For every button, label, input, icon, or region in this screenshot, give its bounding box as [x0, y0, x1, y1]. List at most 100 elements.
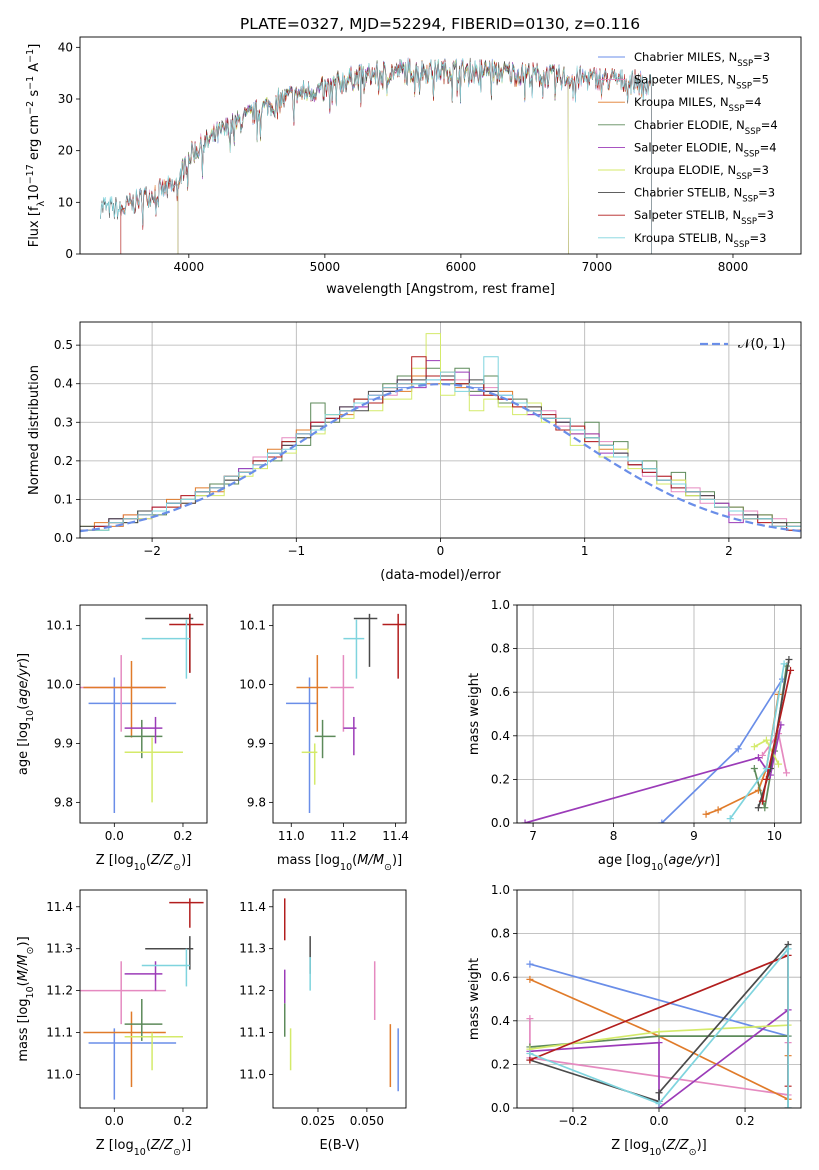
x-tick-label: −0.2	[558, 1114, 587, 1128]
x-axis-label: E(B-V)	[319, 1138, 359, 1153]
label-part: Z [	[611, 1138, 629, 1153]
label-part: ⊙	[173, 1147, 181, 1158]
legend-text: Salpeter STELIB, N	[634, 208, 741, 222]
label-part: log	[16, 722, 31, 742]
spectrum-line-kroupa-stelib	[100, 58, 652, 254]
label-part: (	[661, 1138, 666, 1153]
y-tick-label: 30	[58, 92, 73, 106]
label-part: (	[16, 981, 31, 986]
x-tick-label: 2	[725, 544, 733, 558]
label-part: log	[629, 1138, 649, 1153]
axes-frame	[79, 321, 802, 539]
legend-sub: SSP	[742, 195, 758, 205]
y-tick-label: 0.3	[54, 415, 73, 429]
y-axis-label: mass weight	[467, 958, 482, 1040]
label-part: 10	[134, 1147, 146, 1158]
label-part: )]	[181, 1138, 191, 1153]
legend-entry: Salpeter ELODIE, NSSP=4	[634, 140, 777, 159]
y-tick-label: 0.5	[54, 338, 73, 352]
y-tick-label: 9.8	[54, 795, 73, 809]
y-axis-label: Normed distribution	[27, 365, 42, 495]
plot-area	[100, 57, 652, 254]
y-tick-label: 0.1	[54, 492, 73, 506]
data-marker	[750, 765, 758, 772]
weight-line-salpeter-elodie	[529, 1009, 789, 1108]
y-tick-label: 10.0	[46, 678, 73, 692]
label-part: log	[631, 853, 651, 868]
y-tick-label: 0.8	[491, 642, 510, 656]
plot-area	[283, 898, 399, 1092]
x-axis-label: Z [log10(Z/Z⊙)]	[96, 853, 191, 873]
x-tick-label: 0.2	[173, 1114, 192, 1128]
label-part: M/M	[357, 853, 384, 868]
data-marker	[780, 660, 788, 668]
x-axis-label: Z [log10(Z/Z⊙)]	[611, 1138, 706, 1158]
y-tick-label: 10.1	[46, 619, 73, 633]
axes-frame	[516, 604, 802, 824]
figure-title: PLATE=0327, MJD=52294, FIBERID=0130, z=0…	[240, 15, 640, 33]
y-tick-label: 11.1	[239, 1026, 266, 1040]
x-tick-label: 0.050	[350, 1114, 384, 1128]
y-tick-label: 9.9	[247, 736, 266, 750]
data-marker	[774, 760, 782, 768]
legend-text: Kroupa STELIB, N	[634, 231, 734, 245]
label-part: )]	[16, 653, 31, 663]
y-tick-label: 0.4	[491, 1014, 510, 1028]
label-part: Z [	[96, 1138, 114, 1153]
data-marker	[734, 745, 742, 753]
legend-entry: Kroupa MILES, NSSP=4	[634, 95, 761, 114]
x-tick-label: 11.4	[382, 829, 409, 843]
data-marker	[754, 804, 762, 812]
legend-suffix: =3	[753, 50, 770, 64]
panel-spectrum: 4000 5000 6000 7000 8000 0 10 20 30 40 Chabrier MI…	[25, 36, 802, 297]
data-marker	[750, 743, 758, 751]
data-marker	[785, 656, 793, 663]
axes-frame	[79, 36, 802, 255]
axes-frame	[272, 604, 407, 824]
label-part: )]	[710, 853, 720, 868]
label-part: ]	[27, 44, 42, 49]
label-part: 10	[25, 710, 36, 722]
legend-entry: Kroupa ELODIE, NSSP=3	[634, 163, 769, 182]
y-tick-label: 40	[58, 40, 73, 54]
y-tick-label: 11.2	[46, 984, 73, 998]
x-tick-label: 7	[529, 829, 537, 843]
y-tick-label: 0.2	[491, 772, 510, 786]
data-marker	[526, 960, 534, 968]
panel-weight-vs-Z: −0.2 0.0 0.2 0.0 0.2 0.4 0.6 0.8 1.0 Z [log10(Z/Z…	[467, 883, 802, 1158]
data-marker	[526, 975, 534, 983]
label-part: A	[27, 63, 42, 76]
label-part: mass [	[277, 853, 320, 868]
data-marker	[762, 736, 770, 744]
y-tick-label: 20	[58, 144, 73, 158]
x-axis-label: mass [log10(M/M⊙)]	[277, 853, 402, 873]
label-part: 10	[651, 862, 663, 873]
legend-suffix: =3	[749, 231, 766, 245]
x-tick-label: 6000	[446, 260, 477, 274]
plot-area	[286, 613, 406, 813]
label-part: log	[16, 998, 31, 1018]
legend-suffix: =3	[757, 208, 774, 222]
label-part: E(B-V)	[319, 1138, 359, 1153]
y-tick-label: 9.9	[54, 736, 73, 750]
x-tick-label: 11.0	[278, 829, 305, 843]
data-marker	[784, 945, 792, 953]
legend-sub: SSP	[745, 127, 761, 137]
label-part: log	[320, 853, 340, 868]
panel-age-vs-mass: 11.0 11.2 11.4 9.8 9.9 10.0 10.1 mass [log10(M/…	[239, 604, 409, 873]
data-marker	[521, 819, 529, 823]
y-axis-label: mass [log10(M/M⊙)]	[16, 936, 36, 1061]
legend-entry: Salpeter MILES, NSSP=5	[634, 73, 769, 92]
label-part: age/yr	[16, 661, 31, 704]
label-part: −17	[25, 164, 36, 184]
label-part: age [	[598, 853, 631, 868]
x-tick-label: 0.2	[736, 1114, 755, 1128]
y-tick-label: 11.2	[239, 984, 266, 998]
y-axis-label: mass weight	[467, 673, 482, 755]
panel-residuals: −2 −1 0 1 2 0.0 0.1 0.2 0.3 0.4 0.5 𝒩(0, 1) (data-mo…	[27, 321, 802, 583]
label-part: s	[27, 90, 42, 101]
legend-sub: SSP	[729, 104, 745, 114]
label-part: (	[16, 705, 31, 710]
x-tick-label: 0.0	[105, 829, 124, 843]
